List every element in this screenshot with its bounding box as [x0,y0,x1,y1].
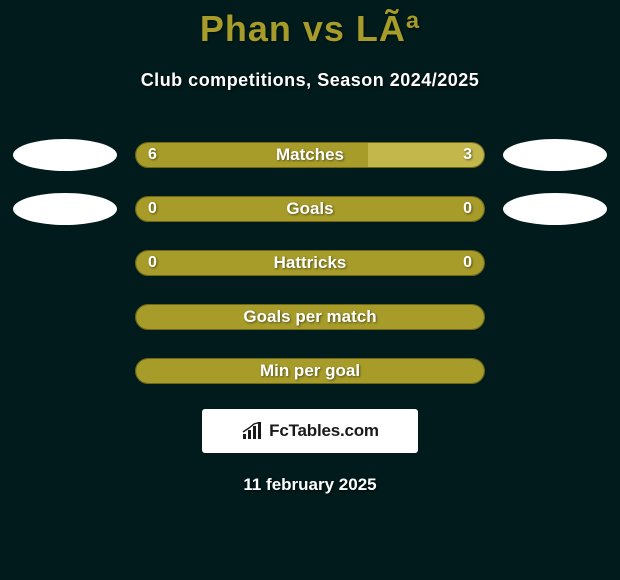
stat-right-value: 0 [463,251,472,275]
stat-bar: Goals0 0 [135,196,485,222]
spacer [13,247,117,279]
logo-text: FcTables.com [269,421,379,441]
stat-bar: Matches6 3 [135,142,485,168]
spacer [13,301,117,333]
stat-bar: Hattricks0 0 [135,250,485,276]
spacer [503,355,607,387]
spacer [13,355,117,387]
stat-bar: Min per goal [135,358,485,384]
stat-bar: Goals per match [135,304,485,330]
stat-right-value: 3 [463,143,472,167]
stat-label: Min per goal [136,361,484,381]
player-marker-left [13,193,117,225]
date-text: 11 february 2025 [0,475,620,495]
player-marker-right [503,139,607,171]
stat-label: Matches [136,145,484,165]
stat-rows: Matches63Goals00Hattricks00Goals per mat… [0,139,620,387]
stat-left-value: 6 [148,143,157,167]
spacer [503,301,607,333]
stat-label: Hattricks [136,253,484,273]
spacer [503,247,607,279]
stat-row: Goals per match [0,301,620,333]
infographic-container: Phan vs LÃª Club competitions, Season 20… [0,0,620,580]
stat-left-value: 0 [148,197,157,221]
page-title: Phan vs LÃª [0,0,620,50]
stat-row: Min per goal [0,355,620,387]
subtitle: Club competitions, Season 2024/2025 [0,70,620,91]
stat-row: Goals0 0 [0,193,620,225]
player-marker-left [13,139,117,171]
player-marker-right [503,193,607,225]
stat-left-value: 0 [148,251,157,275]
bar-chart-icon [241,422,263,440]
stat-row: Hattricks0 0 [0,247,620,279]
stat-right-value: 0 [463,197,472,221]
stat-label: Goals per match [136,307,484,327]
logo-box: FcTables.com [202,409,418,453]
stat-row: Matches6 3 [0,139,620,171]
stat-label: Goals [136,199,484,219]
